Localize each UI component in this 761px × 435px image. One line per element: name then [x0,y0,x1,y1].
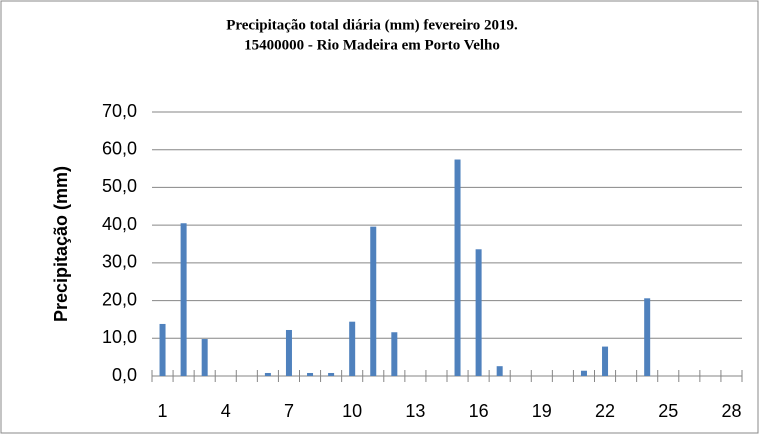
y-tick-label: 20,0 [102,289,137,309]
y-axis-label: Precipitação (mm) [51,166,71,322]
bar [602,346,609,376]
x-tick-label: 10 [342,401,362,421]
bar [644,298,651,376]
y-tick-label: 50,0 [102,176,137,196]
bar [391,332,398,376]
y-tick-label: 60,0 [102,138,137,158]
bar [285,329,292,376]
y-tick-label: 30,0 [102,252,137,272]
bar [454,159,461,376]
bar [180,223,187,376]
bar [328,372,335,376]
bar [349,321,356,376]
x-tick-label: 7 [284,401,294,421]
x-tick-label: 16 [469,401,489,421]
x-tick-label: 4 [221,401,231,421]
bar [370,226,377,376]
bar [496,366,503,376]
x-tick-label: 19 [532,401,552,421]
bar [264,372,271,376]
bar [475,249,482,376]
y-tick-label: 10,0 [102,327,137,347]
bar [580,370,587,376]
x-tick-label: 13 [405,401,425,421]
y-tick-label: 40,0 [102,214,137,234]
chart-title: Precipitação total diária (mm) fevereiro… [226,17,518,33]
x-tick-label: 22 [595,401,615,421]
bar [201,339,208,376]
y-tick-label: 0,0 [112,365,137,385]
x-tick-label: 1 [158,401,168,421]
y-tick-label: 70,0 [102,101,137,121]
x-tick-label: 28 [721,401,741,421]
bar [307,372,314,376]
bar [159,323,166,376]
x-tick-label: 25 [658,401,678,421]
chart-subtitle: 15400000 - Rio Madeira em Porto Velho [244,37,500,53]
